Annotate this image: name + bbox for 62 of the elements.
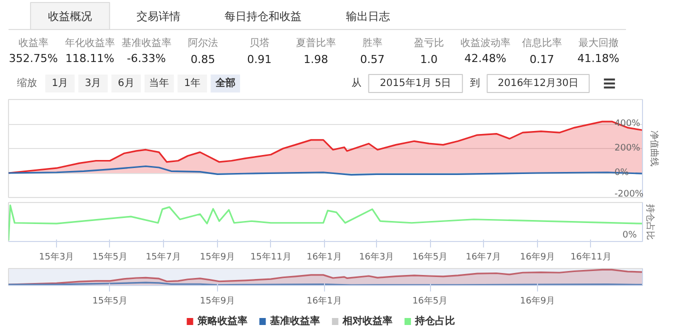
category-label: 输出日志: [346, 10, 390, 23]
x-tick-label: 16年3月: [359, 252, 394, 262]
line-series: [8, 165, 642, 176]
text: 2016年12月30日: [498, 77, 579, 89]
text: 6月: [118, 78, 134, 89]
y-tick-label: -200%: [614, 190, 644, 200]
category-label: 胜率: [362, 37, 382, 49]
x-tick-label: 15年11月: [250, 252, 292, 262]
legend-label: 持仓占比: [414, 315, 456, 327]
text: 41.18%: [577, 52, 620, 65]
x-tick-label: 16年7月: [466, 252, 501, 262]
x-tick-label: 16年5月: [412, 296, 448, 306]
x-tick-label: 15年5月: [92, 252, 128, 262]
category-label: 收益波动率: [460, 37, 510, 49]
x-tick-label: 16年9月: [520, 296, 556, 306]
legend-label: 基准收益率: [268, 315, 320, 327]
text: 0.91: [247, 53, 272, 66]
legend-label: 策略收益率: [196, 315, 248, 327]
x-tick-label: 16年11月: [570, 252, 612, 262]
category-label: 最大回撤: [578, 37, 618, 49]
text: 全部: [214, 77, 236, 89]
text: 当年: [149, 77, 170, 89]
x-tick-label: 15年5月: [92, 296, 128, 306]
category-label: 收益概况: [48, 10, 92, 23]
x-tick-label: 16年9月: [520, 252, 556, 262]
x-tick-label: 16年5月: [412, 252, 448, 262]
category-label: 夏普比率: [296, 37, 336, 49]
x-tick-label: 16年1月: [306, 252, 342, 262]
y-tick-label: 200%: [614, 144, 641, 154]
text: 1.0: [420, 53, 438, 66]
category-label: 年化收益率: [64, 37, 115, 49]
category-label: 阿尔法: [188, 37, 218, 49]
text: 2015年1月 5日: [380, 77, 452, 89]
text: 1.98: [304, 53, 328, 66]
text: 缩放: [16, 77, 37, 89]
text: 3月: [84, 78, 102, 89]
text: 0.85: [190, 53, 216, 66]
category-label: 基准收益率: [121, 37, 172, 49]
text: 352.75%: [8, 52, 58, 65]
x-tick-label: 15年9月: [200, 252, 236, 262]
y-axis-title: 净值曲线: [648, 130, 660, 166]
text: -6.33%: [126, 52, 166, 65]
x-tick-label: 15年3月: [39, 252, 74, 262]
category-label: 交易详情: [136, 10, 180, 23]
text: 从: [351, 77, 362, 89]
text: 0.57: [360, 53, 385, 66]
text: 1月: [52, 78, 68, 89]
category-label: 每日持仓和收益: [224, 10, 302, 23]
x-tick-label: 15年7月: [146, 252, 181, 262]
x-tick-label: 16年1月: [306, 296, 342, 306]
category-label: 收益率: [18, 37, 48, 49]
category-label: 贝塔: [249, 37, 270, 49]
text: 到: [470, 78, 480, 89]
x-tick-label: 15年9月: [200, 296, 236, 306]
y-axis-title: 持仓占比: [644, 204, 656, 240]
text: 1年: [184, 77, 200, 89]
category-label: 盈亏比: [414, 37, 444, 49]
text: 118.11%: [65, 52, 114, 65]
category-label: 信息比率: [522, 37, 562, 49]
text: 0.17: [530, 53, 554, 66]
legend-label: 相对收益率: [342, 315, 392, 327]
text: 42.48%: [464, 52, 506, 65]
